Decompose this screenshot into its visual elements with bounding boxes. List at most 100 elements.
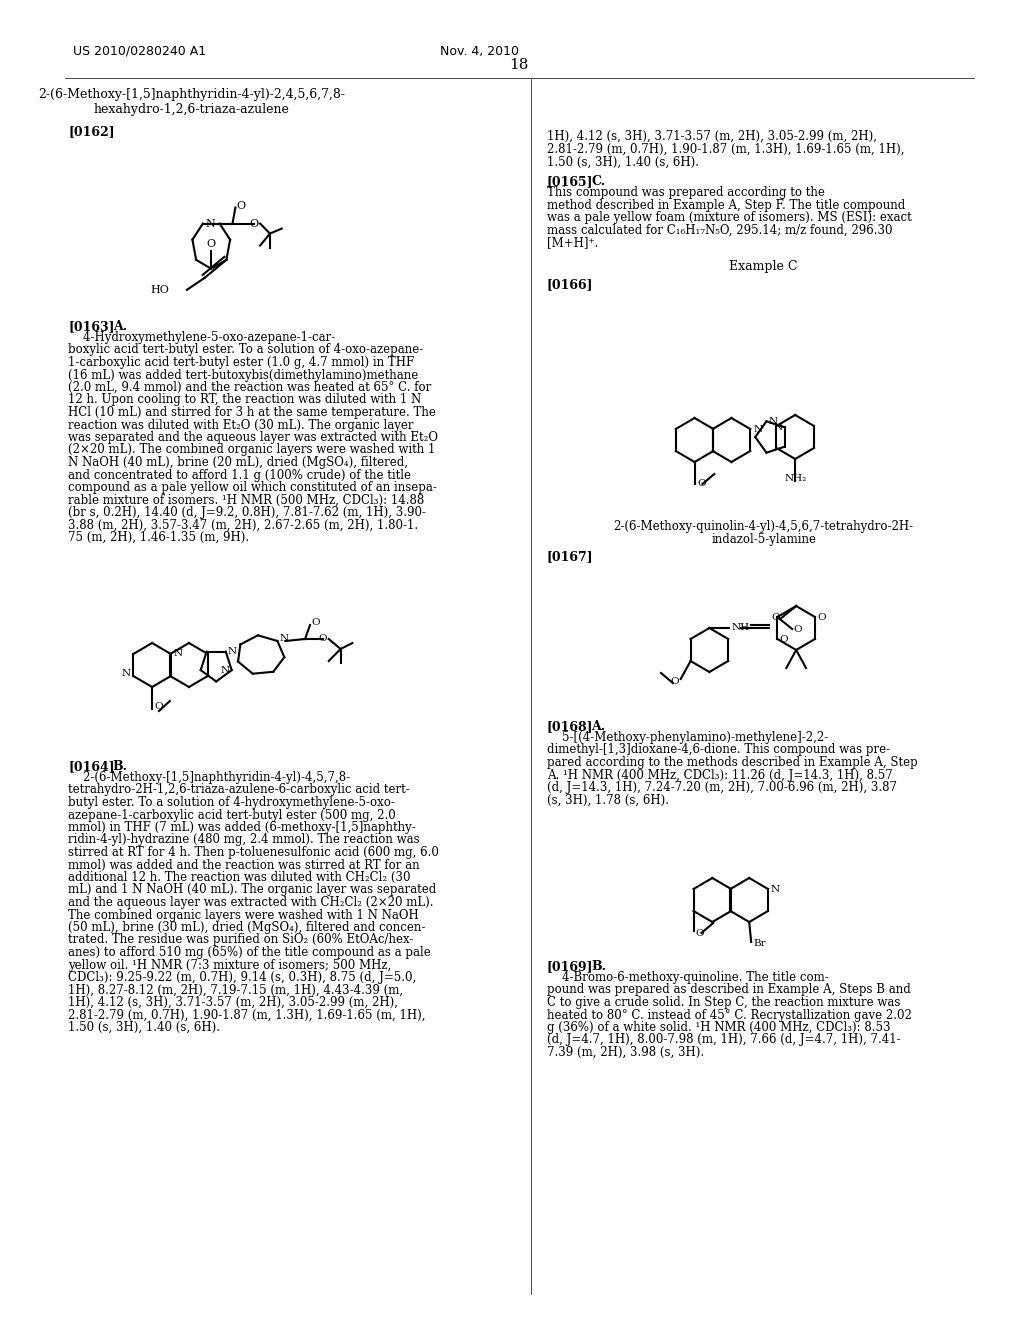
Text: (2×20 mL). The combined organic layers were washed with 1: (2×20 mL). The combined organic layers w… — [69, 444, 435, 457]
Text: 7.39 (m, 2H), 3.98 (s, 3H).: 7.39 (m, 2H), 3.98 (s, 3H). — [547, 1045, 703, 1059]
Text: 18: 18 — [509, 58, 528, 73]
Text: (50 mL), brine (30 mL), dried (MgSO₄), filtered and concen-: (50 mL), brine (30 mL), dried (MgSO₄), f… — [69, 921, 426, 935]
Text: C.: C. — [591, 176, 605, 187]
Text: N: N — [280, 635, 289, 643]
Text: N: N — [227, 647, 237, 656]
Text: N: N — [771, 884, 780, 894]
Text: (d, J=14.3, 1H), 7.24-7.20 (m, 2H), 7.00-6.96 (m, 2H), 3.87: (d, J=14.3, 1H), 7.24-7.20 (m, 2H), 7.00… — [547, 781, 897, 795]
Text: was a pale yellow foam (mixture of isomers). MS (ESI): exact: was a pale yellow foam (mixture of isome… — [547, 211, 911, 224]
Text: The combined organic layers were washed with 1 N NaOH: The combined organic layers were washed … — [69, 908, 419, 921]
Text: [0162]: [0162] — [69, 125, 115, 139]
Text: N: N — [206, 219, 216, 228]
Text: O: O — [772, 614, 780, 623]
Text: N: N — [754, 425, 762, 433]
Text: 4-Bromo-6-methoxy-quinoline. The title com-: 4-Bromo-6-methoxy-quinoline. The title c… — [547, 972, 828, 983]
Text: O: O — [207, 239, 216, 248]
Text: anes) to afford 510 mg (65%) of the title compound as a pale: anes) to afford 510 mg (65%) of the titl… — [69, 946, 431, 960]
Text: [0165]: [0165] — [547, 176, 593, 187]
Text: [M+H]⁺.: [M+H]⁺. — [547, 236, 598, 249]
Text: N: N — [768, 417, 777, 426]
Text: 2.81-2.79 (m, 0.7H), 1.90-1.87 (m, 1.3H), 1.69-1.65 (m, 1H),: 2.81-2.79 (m, 0.7H), 1.90-1.87 (m, 1.3H)… — [69, 1008, 426, 1022]
Text: 12 h. Upon cooling to RT, the reaction was diluted with 1 N: 12 h. Upon cooling to RT, the reaction w… — [69, 393, 422, 407]
Text: N: N — [121, 669, 130, 678]
Text: This compound was prepared according to the: This compound was prepared according to … — [547, 186, 824, 199]
Text: Example C: Example C — [729, 260, 798, 273]
Text: and concentrated to afford 1.1 g (100% crude) of the title: and concentrated to afford 1.1 g (100% c… — [69, 469, 412, 482]
Text: (br s, 0.2H), 14.40 (d, J=9.2, 0.8H), 7.81-7.62 (m, 1H), 3.90-: (br s, 0.2H), 14.40 (d, J=9.2, 0.8H), 7.… — [69, 506, 426, 519]
Text: [0167]: [0167] — [547, 550, 593, 564]
Text: C to give a crude solid. In Step C, the reaction mixture was: C to give a crude solid. In Step C, the … — [547, 997, 900, 1008]
Text: 1-carboxylic acid tert-butyl ester (1.0 g, 4.7 mmol) in THF: 1-carboxylic acid tert-butyl ester (1.0 … — [69, 356, 415, 370]
Text: boxylic acid tert-butyl ester. To a solution of 4-oxo-azepane-: boxylic acid tert-butyl ester. To a solu… — [69, 343, 424, 356]
Text: 4-Hydroxymethylene-5-oxo-azepane-1-car-: 4-Hydroxymethylene-5-oxo-azepane-1-car- — [69, 331, 336, 345]
Text: O: O — [250, 219, 259, 228]
Text: 2-(6-Methoxy-[1,5]naphthyridin-4-yl)-4,5,7,8-: 2-(6-Methoxy-[1,5]naphthyridin-4-yl)-4,5… — [69, 771, 350, 784]
Text: (d, J=4.7, 1H), 8.00-7.98 (m, 1H), 7.66 (d, J=4.7, 1H), 7.41-: (d, J=4.7, 1H), 8.00-7.98 (m, 1H), 7.66 … — [547, 1034, 900, 1047]
Text: 1H), 8.27-8.12 (m, 2H), 7.19-7.15 (m, 1H), 4.43-4.39 (m,: 1H), 8.27-8.12 (m, 2H), 7.19-7.15 (m, 1H… — [69, 983, 403, 997]
Text: (2.0 mL, 9.4 mmol) and the reaction was heated at 65° C. for: (2.0 mL, 9.4 mmol) and the reaction was … — [69, 381, 431, 393]
Text: mmol) in THF (7 mL) was added (6-methoxy-[1,5]naphthy-: mmol) in THF (7 mL) was added (6-methoxy… — [69, 821, 416, 834]
Text: N: N — [220, 665, 229, 675]
Text: was separated and the aqueous layer was extracted with Et₂O: was separated and the aqueous layer was … — [69, 432, 438, 444]
Text: NH: NH — [731, 623, 750, 632]
Text: g (36%) of a white solid. ¹H NMR (400 MHz, CDCl₃): 8.53: g (36%) of a white solid. ¹H NMR (400 MH… — [547, 1020, 890, 1034]
Text: rable mixture of isomers. ¹H NMR (500 MHz, CDCl₃): 14.88: rable mixture of isomers. ¹H NMR (500 MH… — [69, 494, 425, 507]
Text: O: O — [817, 612, 825, 622]
Text: mmol) was added and the reaction was stirred at RT for an: mmol) was added and the reaction was sti… — [69, 858, 420, 871]
Text: azepane-1-carboxylic acid tert-butyl ester (500 mg, 2.0: azepane-1-carboxylic acid tert-butyl est… — [69, 808, 396, 821]
Text: HCl (10 mL) and stirred for 3 h at the same temperature. The: HCl (10 mL) and stirred for 3 h at the s… — [69, 407, 436, 418]
Text: O: O — [311, 619, 319, 627]
Text: Nov. 4, 2010: Nov. 4, 2010 — [440, 45, 519, 58]
Text: [0166]: [0166] — [547, 279, 593, 290]
Text: [0164]: [0164] — [69, 760, 115, 774]
Text: and the aqueous layer was extracted with CH₂Cl₂ (2×20 mL).: and the aqueous layer was extracted with… — [69, 896, 434, 909]
Text: O: O — [779, 635, 787, 644]
Text: O: O — [695, 928, 705, 937]
Text: yellow oil. ¹H NMR (7:3 mixture of isomers; 500 MHz,: yellow oil. ¹H NMR (7:3 mixture of isome… — [69, 958, 391, 972]
Text: stirred at RT for 4 h. Then p-toluenesulfonic acid (600 mg, 6.0: stirred at RT for 4 h. Then p-toluenesul… — [69, 846, 439, 859]
Text: (s, 3H), 1.78 (s, 6H).: (s, 3H), 1.78 (s, 6H). — [547, 793, 669, 807]
Text: additional 12 h. The reaction was diluted with CH₂Cl₂ (30: additional 12 h. The reaction was dilute… — [69, 871, 411, 884]
Text: O: O — [318, 635, 327, 643]
Text: ridin-4-yl)-hydrazine (480 mg, 2.4 mmol). The reaction was: ridin-4-yl)-hydrazine (480 mg, 2.4 mmol)… — [69, 833, 420, 846]
Text: 2-(6-Methoxy-quinolin-4-yl)-4,5,6,7-tetrahydro-2H-: 2-(6-Methoxy-quinolin-4-yl)-4,5,6,7-tetr… — [613, 520, 913, 533]
Text: trated. The residue was purified on SiO₂ (60% EtOAc/hex-: trated. The residue was purified on SiO₂… — [69, 933, 414, 946]
Text: indazol-5-ylamine: indazol-5-ylamine — [711, 533, 816, 546]
Text: O: O — [154, 702, 163, 711]
Text: [0168]: [0168] — [547, 719, 593, 733]
Text: NH₂: NH₂ — [784, 474, 806, 483]
Text: B.: B. — [591, 960, 606, 973]
Text: N: N — [773, 422, 782, 432]
Text: reaction was diluted with Et₂O (30 mL). The organic layer: reaction was diluted with Et₂O (30 mL). … — [69, 418, 414, 432]
Text: heated to 80° C. instead of 45° C. Recrystallization gave 2.02: heated to 80° C. instead of 45° C. Recry… — [547, 1008, 911, 1022]
Text: O: O — [794, 624, 802, 634]
Text: dimethyl-[1,3]dioxane-4,6-dione. This compound was pre-: dimethyl-[1,3]dioxane-4,6-dione. This co… — [547, 743, 890, 756]
Text: A. ¹H NMR (400 MHz, CDCl₃): 11.26 (d, J=14.3, 1H), 8.57: A. ¹H NMR (400 MHz, CDCl₃): 11.26 (d, J=… — [547, 768, 892, 781]
Text: O: O — [237, 201, 246, 211]
Text: 1.50 (s, 3H), 1.40 (s, 6H).: 1.50 (s, 3H), 1.40 (s, 6H). — [547, 156, 698, 169]
Text: 2.81-2.79 (m, 0.7H), 1.90-1.87 (m, 1.3H), 1.69-1.65 (m, 1H),: 2.81-2.79 (m, 0.7H), 1.90-1.87 (m, 1.3H)… — [547, 143, 904, 156]
Text: HO: HO — [151, 285, 169, 294]
Text: [0169]: [0169] — [547, 960, 593, 973]
Text: compound as a pale yellow oil which constituted of an insepa-: compound as a pale yellow oil which cons… — [69, 480, 437, 494]
Text: 3.88 (m, 2H), 3.57-3.47 (m, 2H), 2.67-2.65 (m, 2H), 1.80-1.: 3.88 (m, 2H), 3.57-3.47 (m, 2H), 2.67-2.… — [69, 519, 419, 532]
Text: N NaOH (40 mL), brine (20 mL), dried (MgSO₄), filtered,: N NaOH (40 mL), brine (20 mL), dried (Mg… — [69, 455, 409, 469]
Text: [0163]: [0163] — [69, 319, 115, 333]
Text: 75 (m, 2H), 1.46-1.35 (m, 9H).: 75 (m, 2H), 1.46-1.35 (m, 9H). — [69, 531, 250, 544]
Text: 1.50 (s, 3H), 1.40 (s, 6H).: 1.50 (s, 3H), 1.40 (s, 6H). — [69, 1020, 220, 1034]
Text: O: O — [670, 676, 679, 685]
Text: method described in Example A, Step F. The title compound: method described in Example A, Step F. T… — [547, 198, 905, 211]
Text: 2-(6-Methoxy-[1,5]naphthyridin-4-yl)-2,4,5,6,7,8-
hexahydro-1,2,6-triaza-azulene: 2-(6-Methoxy-[1,5]naphthyridin-4-yl)-2,4… — [38, 88, 345, 116]
Text: A.: A. — [113, 319, 127, 333]
Text: A.: A. — [591, 719, 605, 733]
Text: mL) and 1 N NaOH (40 mL). The organic layer was separated: mL) and 1 N NaOH (40 mL). The organic la… — [69, 883, 436, 896]
Text: butyl ester. To a solution of 4-hydroxymethylene-5-oxo-: butyl ester. To a solution of 4-hydroxym… — [69, 796, 395, 809]
Text: Br: Br — [754, 940, 766, 949]
Text: B.: B. — [113, 760, 128, 774]
Text: O: O — [697, 479, 707, 488]
Text: pound was prepared as described in Example A, Steps B and: pound was prepared as described in Examp… — [547, 983, 910, 997]
Text: tetrahydro-2H-1,2,6-triaza-azulene-6-carboxylic acid tert-: tetrahydro-2H-1,2,6-triaza-azulene-6-car… — [69, 784, 410, 796]
Text: 5-[(4-Methoxy-phenylamino)-methylene]-2,2-: 5-[(4-Methoxy-phenylamino)-methylene]-2,… — [547, 731, 827, 744]
Text: mass calculated for C₁₆H₁₇N₅O, 295.14; m/z found, 296.30: mass calculated for C₁₆H₁₇N₅O, 295.14; m… — [547, 223, 892, 236]
Text: US 2010/0280240 A1: US 2010/0280240 A1 — [73, 45, 206, 58]
